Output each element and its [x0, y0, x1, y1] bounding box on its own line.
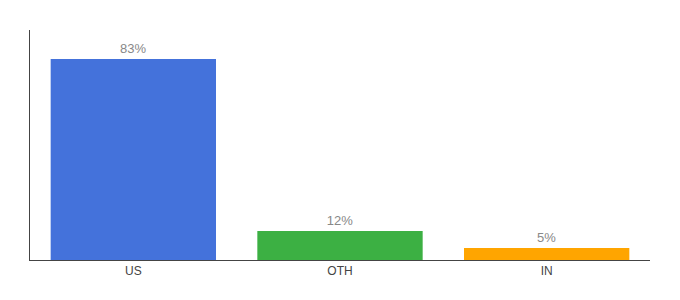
svg-text:5%: 5% — [537, 230, 556, 245]
svg-text:IN: IN — [541, 264, 553, 278]
svg-text:US: US — [125, 264, 142, 278]
svg-text:83%: 83% — [120, 41, 146, 56]
svg-text:12%: 12% — [327, 213, 353, 228]
svg-text:OTH: OTH — [327, 264, 352, 278]
